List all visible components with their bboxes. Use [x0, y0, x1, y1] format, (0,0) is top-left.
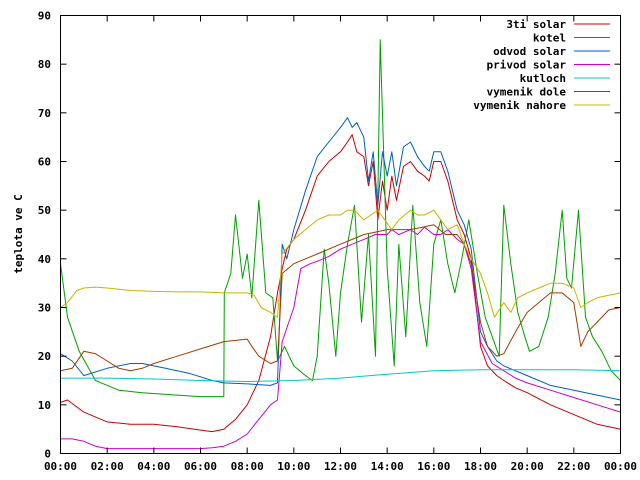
x-tick-label: 04:00: [137, 460, 170, 473]
x-tick-label: 16:00: [417, 460, 450, 473]
legend-item: vymenik nahore: [473, 99, 610, 112]
series-line-4: [60, 226, 621, 450]
legend-label: kutloch: [520, 72, 566, 85]
y-tick-label: 70: [38, 107, 51, 120]
legend-label: 3ti solar: [506, 18, 566, 31]
series-line-7: [60, 209, 621, 318]
x-tick-label: 20:00: [511, 460, 544, 473]
y-tick-label: 80: [38, 58, 51, 71]
x-tick-label: 14:00: [371, 460, 404, 473]
legend-label: odvod solar: [493, 45, 566, 58]
axis-ticks: [60, 15, 621, 454]
plot-frame: [60, 15, 621, 454]
legend-item: kutloch: [520, 72, 610, 85]
legend-label: privod solar: [487, 59, 567, 72]
series-line-1: [60, 134, 621, 433]
x-tick-label: 00:00: [44, 460, 77, 473]
plot-series: [60, 39, 621, 450]
y-tick-label: 0: [44, 448, 51, 461]
legend-label: vymenik nahore: [473, 99, 566, 112]
legend-item: odvod solar: [493, 45, 610, 58]
legend-item: vymenik dole: [487, 86, 610, 99]
y-tick-label: 20: [38, 350, 51, 363]
axis-tick-labels: 00:00 02:00 04:00 06:00 08:00 10:00 12:00 14:00…: [38, 10, 637, 474]
y-tick-label: 50: [38, 204, 51, 217]
legend-item: 3ti solar: [506, 18, 610, 31]
x-tick-label: 08:00: [231, 460, 264, 473]
y-tick-label: 40: [38, 253, 51, 266]
legend-label: kotel: [533, 32, 566, 45]
x-tick-label: 00:00: [604, 460, 637, 473]
series-line-2: [60, 39, 621, 398]
x-tick-label: 22:00: [557, 460, 590, 473]
x-tick-label: 12:00: [324, 460, 357, 473]
series-line-5: [60, 369, 621, 382]
y-tick-label: 30: [38, 302, 51, 315]
series-line-3: [60, 117, 621, 401]
series-line-6: [60, 224, 621, 372]
y-tick-label: 10: [38, 399, 51, 412]
x-tick-label: 10:00: [277, 460, 310, 473]
y-axis-title: teplota ve C: [12, 194, 25, 273]
legend-item: kotel: [533, 32, 610, 45]
legend-label: vymenik dole: [487, 86, 567, 99]
x-tick-label: 18:00: [464, 460, 497, 473]
legend-item: privod solar: [487, 59, 610, 72]
x-tick-label: 06:00: [184, 460, 217, 473]
y-tick-label: 90: [38, 10, 51, 23]
y-tick-label: 60: [38, 156, 51, 169]
x-tick-label: 02:00: [91, 460, 124, 473]
